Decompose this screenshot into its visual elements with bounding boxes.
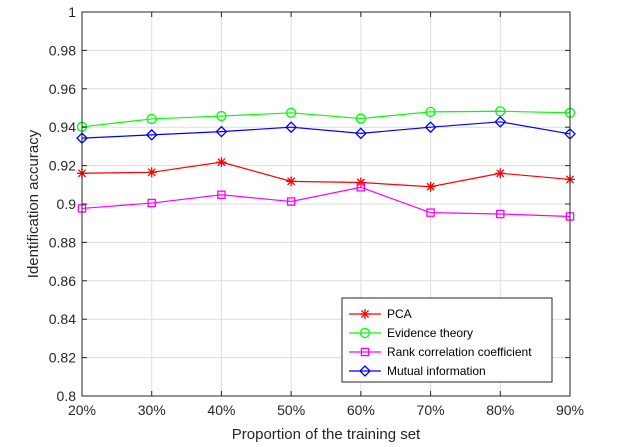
asterisk-marker (355, 177, 366, 188)
circle-marker (359, 327, 371, 339)
circle-marker (355, 113, 367, 124)
legend-box (341, 297, 553, 383)
y-axis-title: Identification accuracy (25, 129, 42, 278)
y-tick-label: 0.98 (49, 42, 76, 58)
x-tick-label: 90% (556, 402, 584, 418)
legend: PCA Evidence theory Rank correlation coeff… (341, 297, 553, 383)
circle-marker (146, 113, 157, 125)
y-tick-label: 0.82 (49, 350, 76, 366)
series-line (81, 186, 571, 218)
diamond-marker (359, 365, 371, 377)
y-tick-label: 0.88 (49, 234, 76, 250)
asterisk-marker (495, 168, 506, 179)
square-marker (217, 190, 226, 200)
circle-marker (495, 106, 506, 117)
x-tick-label: 70% (417, 402, 445, 418)
x-tick-label: 60% (347, 402, 375, 418)
series-evidence-theory (76, 106, 576, 132)
series-line (81, 121, 571, 139)
series-line (81, 110, 571, 128)
diamond-marker (285, 121, 298, 134)
asterisk-marker (425, 181, 436, 192)
x-tick-label: 80% (486, 402, 514, 418)
y-tick-label: 0.84 (49, 311, 76, 327)
legend-label: PCA (387, 307, 412, 321)
legend-item-evidence-theory: Evidence theory (349, 326, 473, 340)
y-tick-label: 0.9 (57, 196, 77, 212)
square-marker (147, 198, 156, 208)
asterisk-marker (216, 157, 227, 168)
circle-marker (216, 110, 227, 122)
series-mutual-information (76, 115, 576, 145)
series-line (81, 161, 571, 188)
square-marker (496, 209, 505, 219)
x-tick-label: 50% (277, 402, 305, 418)
legend-item-rank-correlation-coefficient: Rank correlation coefficient (349, 345, 532, 359)
legend-item-mutual-information: Mutual information (349, 364, 486, 378)
y-tick-label: 0.8 (57, 388, 77, 404)
square-marker (426, 208, 435, 217)
x-tick-label: 40% (207, 402, 235, 418)
square-marker (286, 197, 296, 206)
diamond-marker (215, 125, 228, 138)
axis-ticks: 20% 30% 40% 50% 60% 70% 80% 90% 0.8 0.82 0.84 0.86 0… (49, 4, 584, 418)
y-tick-label: 1 (68, 4, 76, 20)
diamond-marker (494, 115, 507, 128)
asterisk-marker (360, 309, 370, 319)
y-tick-label: 0.86 (49, 273, 76, 289)
series-rank-correlation-coefficient (77, 183, 575, 221)
circle-marker (285, 107, 297, 118)
legend-label: Evidence theory (387, 326, 473, 340)
diamond-marker (354, 127, 367, 140)
x-tick-label: 20% (68, 402, 96, 418)
series-layer (76, 106, 576, 221)
x-axis-title: Proportion of the training set (232, 426, 421, 443)
legend-item-pca: PCA (349, 307, 412, 321)
x-tick-label: 30% (138, 402, 166, 418)
circle-marker (425, 106, 436, 117)
asterisk-marker (286, 176, 297, 187)
y-tick-label: 0.96 (49, 81, 76, 97)
y-tick-label: 0.92 (49, 158, 76, 174)
legend-label: Rank correlation coefficient (387, 345, 532, 359)
square-marker (356, 183, 366, 192)
square-marker (360, 347, 370, 357)
diamond-marker (145, 128, 158, 141)
y-tick-label: 0.94 (49, 119, 76, 135)
diamond-marker (424, 121, 437, 134)
asterisk-marker (146, 167, 157, 178)
legend-label: Mutual information (387, 364, 486, 378)
